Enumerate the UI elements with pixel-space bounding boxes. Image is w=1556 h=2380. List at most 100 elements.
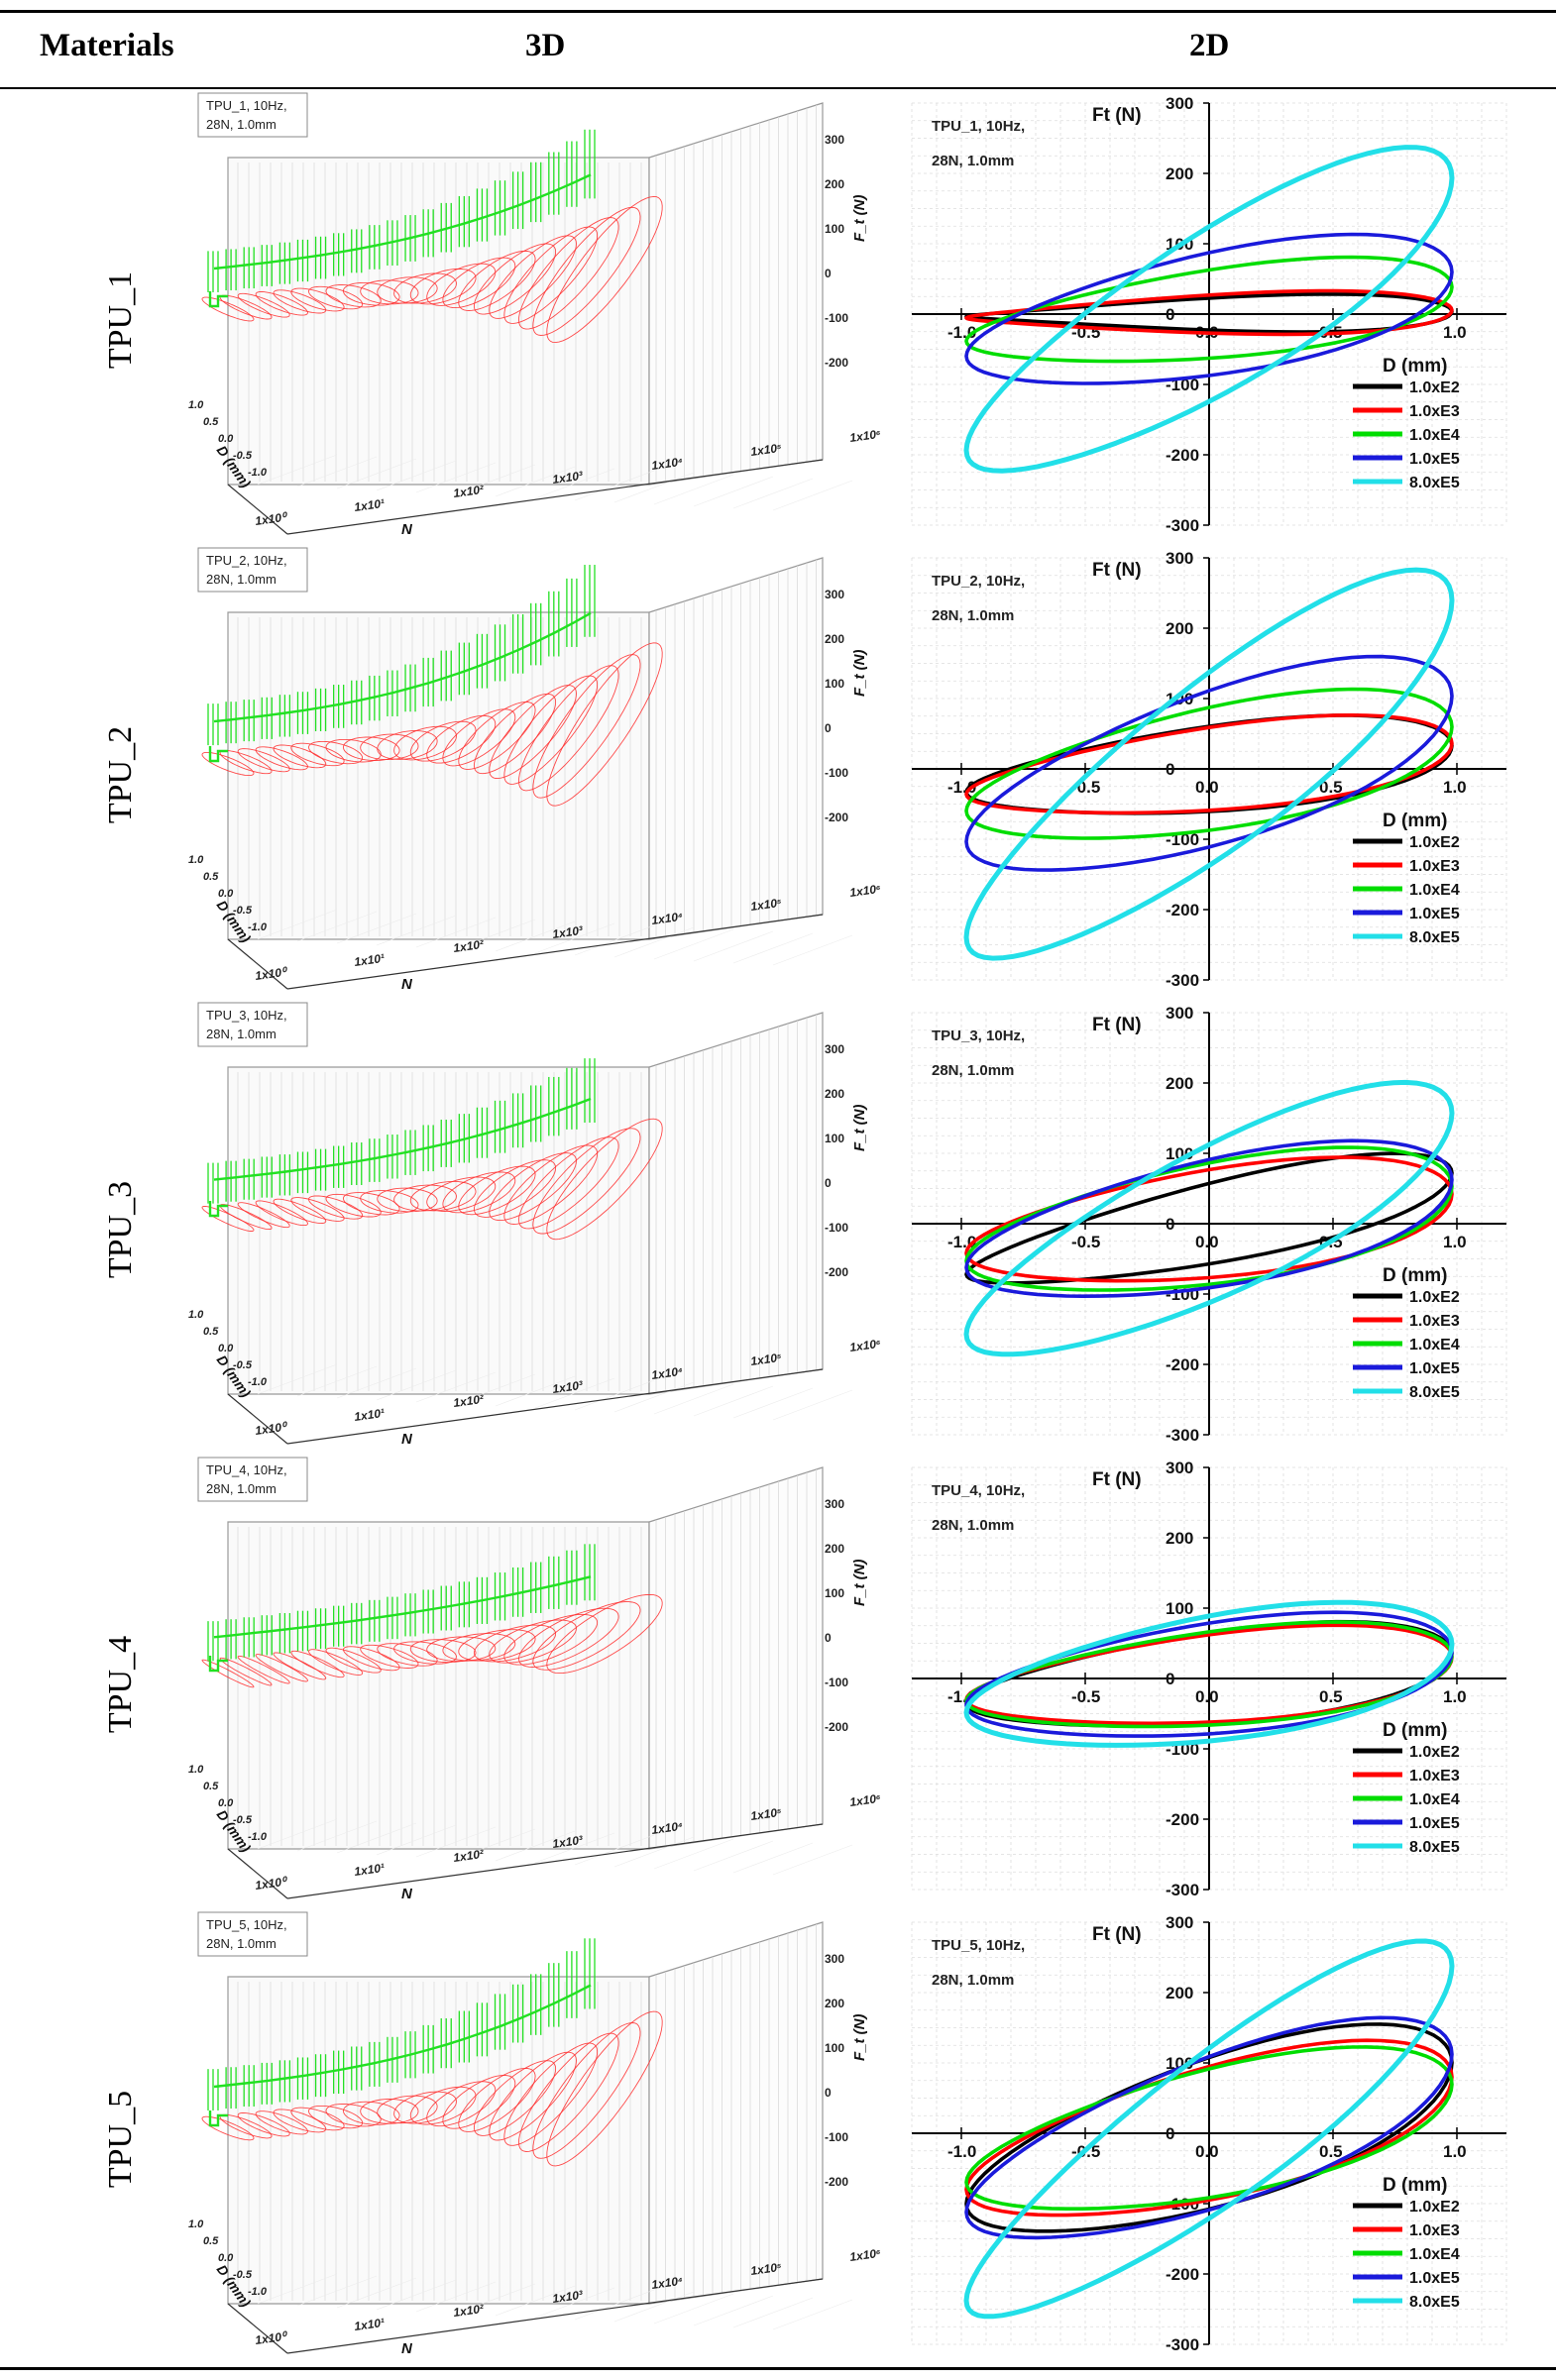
n-tick: 1x10¹ xyxy=(353,1861,385,1879)
loop-3d xyxy=(503,675,599,785)
loop-3d xyxy=(409,1639,477,1664)
legend-line: 28N, 1.0mm xyxy=(206,117,277,132)
grid-line xyxy=(534,2287,615,2319)
chart-title: 28N, 1.0mm xyxy=(932,1062,1014,1079)
hysteresis-loop xyxy=(964,2045,1454,2211)
legend-frame xyxy=(197,547,308,593)
loop-3d xyxy=(473,1159,557,1218)
loop-3d xyxy=(489,235,577,319)
grid-line xyxy=(534,1377,615,1409)
grid-line xyxy=(732,478,814,509)
x-tick: 1.0 xyxy=(1443,1687,1467,1706)
d-tick: 1.0 xyxy=(188,1764,204,1776)
legend-entry: 1.0xE3 xyxy=(1409,403,1460,420)
loop-3d xyxy=(518,2032,619,2152)
hysteresis-loop xyxy=(964,2015,1454,2240)
legend-entry: 1.0xE4 xyxy=(1409,1791,1460,1808)
chart-3d: TPU_5, 10Hz, 28N, 1.0mm 300 200 100 0 -100 -200… xyxy=(188,1911,882,2357)
n-tick: 1x10⁴ xyxy=(650,1819,683,1837)
loop-3d xyxy=(458,250,536,311)
loop-3d xyxy=(325,2103,382,2127)
loop-3d xyxy=(325,284,382,308)
z-tick: 0 xyxy=(825,721,832,735)
loop-3d xyxy=(273,744,327,769)
d-tick: 0.0 xyxy=(218,433,234,445)
hysteresis-loop xyxy=(964,654,1454,872)
legend-frame xyxy=(197,1457,308,1502)
grid-line xyxy=(772,934,853,966)
chart-3d: TPU_3, 10Hz, 28N, 1.0mm 300 200 100 0 -100 -200… xyxy=(188,1002,882,1448)
envelope-3d xyxy=(213,173,592,270)
grid-line xyxy=(296,911,378,942)
n-tick: 1x10⁶ xyxy=(848,1791,881,1809)
z-tick: -200 xyxy=(825,1265,848,1279)
loop-3d xyxy=(458,1629,536,1662)
n-tick: 1x10⁴ xyxy=(650,1364,683,1382)
material-label: TPU_5 xyxy=(102,2090,139,2189)
legend-box: TPU_5, 10Hz, 28N, 1.0mm xyxy=(197,1911,308,1957)
loop-3d xyxy=(442,708,516,767)
z-axis-label: F_t (N) xyxy=(851,195,868,243)
n-tick: 1x10⁰ xyxy=(254,1874,288,1893)
grid-line xyxy=(693,2295,774,2326)
x-tick: -0.5 xyxy=(1071,1687,1100,1706)
legend-entry: 1.0xE2 xyxy=(1409,2199,1460,2216)
header-rule xyxy=(0,87,1556,89)
chart-2d: -1.0 -0.5 0.0 0.5 1.03002001000-100-200-300F… xyxy=(911,549,1507,990)
loop-3d xyxy=(532,654,641,799)
loop-3d xyxy=(360,1190,419,1214)
grid-line xyxy=(455,464,536,495)
n-tick: 1x10⁵ xyxy=(749,1805,782,1823)
y-tick: -200 xyxy=(1166,901,1199,920)
x-tick: 1.0 xyxy=(1443,1233,1467,1251)
n-axis-label: N xyxy=(401,976,413,993)
grid-line xyxy=(574,1834,655,1866)
grid-line xyxy=(376,460,457,491)
z-tick: 0 xyxy=(825,2086,832,2100)
d-tick: 0.0 xyxy=(218,1797,234,1809)
grid-line xyxy=(455,2283,536,2315)
n-tick: 1x10¹ xyxy=(353,2316,385,2333)
grid-line xyxy=(653,2293,734,2325)
loop-3d xyxy=(377,1187,438,1213)
x-tick: 0.5 xyxy=(1319,778,1343,797)
material-label: TPU_2 xyxy=(102,725,139,824)
loop-3d xyxy=(219,2113,273,2139)
grid-line xyxy=(376,1824,457,1856)
d-tick: -1.0 xyxy=(248,1831,268,1843)
grid-line xyxy=(415,462,497,493)
grid-line xyxy=(415,2281,497,2313)
grid-line xyxy=(613,1381,695,1413)
grid-line xyxy=(376,1369,457,1401)
loop-3d xyxy=(308,1195,364,1220)
y-tick: -300 xyxy=(1166,2335,1199,2354)
n-tick: 1x10⁵ xyxy=(749,1351,782,1368)
d-tick: 0.5 xyxy=(203,1781,219,1792)
grid-line xyxy=(296,1365,378,1397)
grid-line xyxy=(296,1820,378,1852)
chart-2d: -1.0 -0.5 0.0 0.5 1.03002001000-100-200-300F… xyxy=(911,1004,1507,1445)
header-2d: 2D xyxy=(1189,28,1230,63)
grid-line xyxy=(653,928,734,960)
x-axis-label: D (mm) xyxy=(1383,1265,1447,1286)
y-tick: 100 xyxy=(1166,1599,1193,1618)
y-axis-label: Ft (N) xyxy=(1092,1015,1142,1035)
loop-3d xyxy=(377,2095,438,2124)
legend-entry: 8.0xE5 xyxy=(1409,1384,1460,1401)
loop-3d xyxy=(409,2086,477,2125)
z-tick: -100 xyxy=(825,2130,848,2144)
loop-3d xyxy=(473,2060,557,2136)
grid-line xyxy=(336,1367,417,1399)
x-tick: 1.0 xyxy=(1443,778,1467,797)
n-tick: 1x10⁰ xyxy=(254,964,288,983)
grid-line xyxy=(732,1387,814,1419)
x-tick: -1.0 xyxy=(947,2142,976,2161)
legend-entry: 1.0xE5 xyxy=(1409,1815,1460,1832)
header-3d: 3D xyxy=(525,28,566,63)
back-wall xyxy=(227,157,650,486)
loop-3d xyxy=(290,1650,345,1678)
grid-line xyxy=(336,458,417,489)
y-tick: 300 xyxy=(1166,1913,1193,1932)
chart-title: TPU_4, 10Hz, xyxy=(932,1482,1025,1499)
loop-3d xyxy=(360,733,419,761)
